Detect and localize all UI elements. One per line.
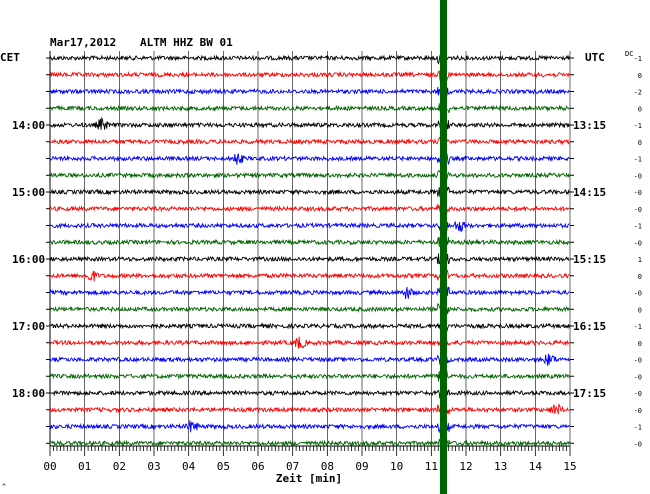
seismic-trace [49, 286, 570, 299]
seismic-trace [49, 203, 570, 216]
x-tick-label: 08 [321, 460, 334, 473]
dc-offset-label: 0 [638, 273, 642, 281]
right-time-label: 13:15 [573, 119, 606, 132]
x-tick-label: 11 [425, 460, 438, 473]
x-tick-label: 07 [286, 460, 299, 473]
right-timezone-label: UTC [585, 51, 605, 64]
dc-offset-label: 0 [638, 306, 642, 314]
right-time-label: 16:15 [573, 320, 606, 333]
dc-offset-label: -1 [634, 223, 642, 231]
dc-offset-label: 0 [638, 340, 642, 348]
seismic-trace [49, 270, 570, 282]
seismic-trace [49, 103, 570, 114]
seismic-trace [49, 86, 570, 97]
left-timezone-label: CET [0, 51, 20, 64]
dc-offset-label: -1 [634, 55, 642, 63]
dc-offset-label: -1 [634, 323, 642, 331]
grid-lines [49, 51, 571, 456]
x-tick-label: 10 [390, 460, 403, 473]
seismic-trace [49, 371, 570, 382]
x-tick-label: 13 [494, 460, 507, 473]
dc-offset-label: -2 [634, 89, 642, 97]
left-time-label: 16:00 [12, 253, 45, 266]
seismic-trace [49, 53, 570, 65]
right-time-label: 15:15 [573, 253, 606, 266]
x-tick-label: 05 [217, 460, 230, 473]
dc-offset-label: -1 [634, 156, 642, 164]
dc-offset-label: -0 [634, 206, 642, 214]
header-date: Mar17,2012 [50, 36, 116, 49]
seismic-trace [49, 169, 570, 183]
x-tick-label: 15 [563, 460, 576, 473]
seismic-trace [49, 185, 570, 198]
right-time-label: 17:15 [573, 387, 606, 400]
x-tick-label: 02 [113, 460, 126, 473]
seismic-trace [49, 319, 570, 332]
right-time-label: 14:15 [573, 186, 606, 199]
seismic-trace [49, 353, 570, 366]
label-layer: 00 01 02 03 04 05 06 07 08 09 10 11 12 13 14 15-10-20-1… [12, 55, 642, 473]
x-tick-label: 03 [147, 460, 160, 473]
x-tick-label: 12 [459, 460, 472, 473]
seismic-trace [49, 221, 570, 233]
corner-mark: ^ [2, 483, 6, 491]
seismic-trace [49, 116, 570, 131]
dc-offset-label: -1 [634, 424, 642, 432]
dc-offset-label: -0 [634, 407, 642, 415]
x-axis-title: Zeit [min] [276, 472, 342, 485]
dc-offset-label: -0 [634, 440, 642, 448]
left-time-label: 15:00 [12, 186, 45, 199]
seismic-trace [49, 303, 570, 315]
seismic-trace [49, 438, 570, 449]
current-time-marker [439, 0, 447, 494]
x-tick-label: 00 [43, 460, 56, 473]
dc-offset-label: -0 [634, 172, 642, 180]
x-tick-label: 04 [182, 460, 196, 473]
dc-label: DC [625, 50, 633, 58]
dc-offset-label: 0 [638, 139, 642, 147]
left-time-label: 17:00 [12, 320, 45, 333]
dc-offset-label: 0 [638, 105, 642, 113]
x-tick-label: 14 [529, 460, 543, 473]
seismic-trace [49, 253, 570, 265]
dc-offset-label: -0 [634, 373, 642, 381]
x-tick-label: 01 [78, 460, 91, 473]
dc-offset-label: -0 [634, 390, 642, 398]
dc-offset-label: -0 [634, 189, 642, 197]
dc-offset-label: -0 [634, 357, 642, 365]
trace-group [46, 53, 574, 449]
dc-offset-label: -0 [634, 290, 642, 298]
x-tick-label: 06 [251, 460, 264, 473]
dc-offset-label: 1 [638, 256, 642, 264]
seismic-trace [49, 387, 570, 399]
left-time-label: 14:00 [12, 119, 45, 132]
seismic-trace [49, 153, 570, 166]
dc-offset-label: -1 [634, 122, 642, 130]
dc-offset-label: -0 [634, 239, 642, 247]
seismic-trace [49, 336, 570, 349]
seismic-trace [49, 236, 570, 248]
x-tick-label: 09 [355, 460, 368, 473]
seismic-trace [49, 420, 570, 434]
left-time-label: 18:00 [12, 387, 45, 400]
header-station: ALTM HHZ BW 01 [140, 36, 233, 49]
seismic-trace [49, 135, 570, 146]
marker-layer [439, 0, 447, 494]
seismic-trace [49, 70, 570, 82]
dc-offset-label: 0 [638, 72, 642, 80]
seismic-trace [49, 403, 570, 417]
